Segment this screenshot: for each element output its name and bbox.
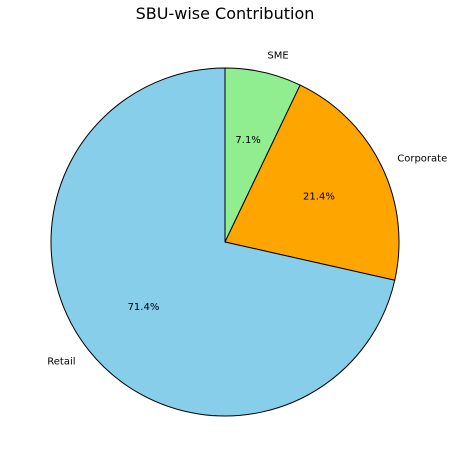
pie-slice-corporate — [224, 84, 400, 281]
chart-title: SBU-wise Contribution — [136, 4, 315, 23]
labels-layer: SME 7.1% Corporate 21.4% Retail 71.4% — [47, 50, 447, 367]
pie-slice-retail — [50, 67, 396, 417]
slices-layer — [50, 67, 400, 417]
slice-label-corporate: Corporate — [397, 154, 447, 165]
slice-percent-corporate: 21.4% — [303, 191, 335, 202]
slice-label-retail: Retail — [47, 357, 75, 368]
slice-label-sme: SME — [267, 50, 288, 61]
slice-percent-sme: 7.1% — [235, 135, 260, 146]
slice-percent-retail: 71.4% — [128, 302, 160, 313]
